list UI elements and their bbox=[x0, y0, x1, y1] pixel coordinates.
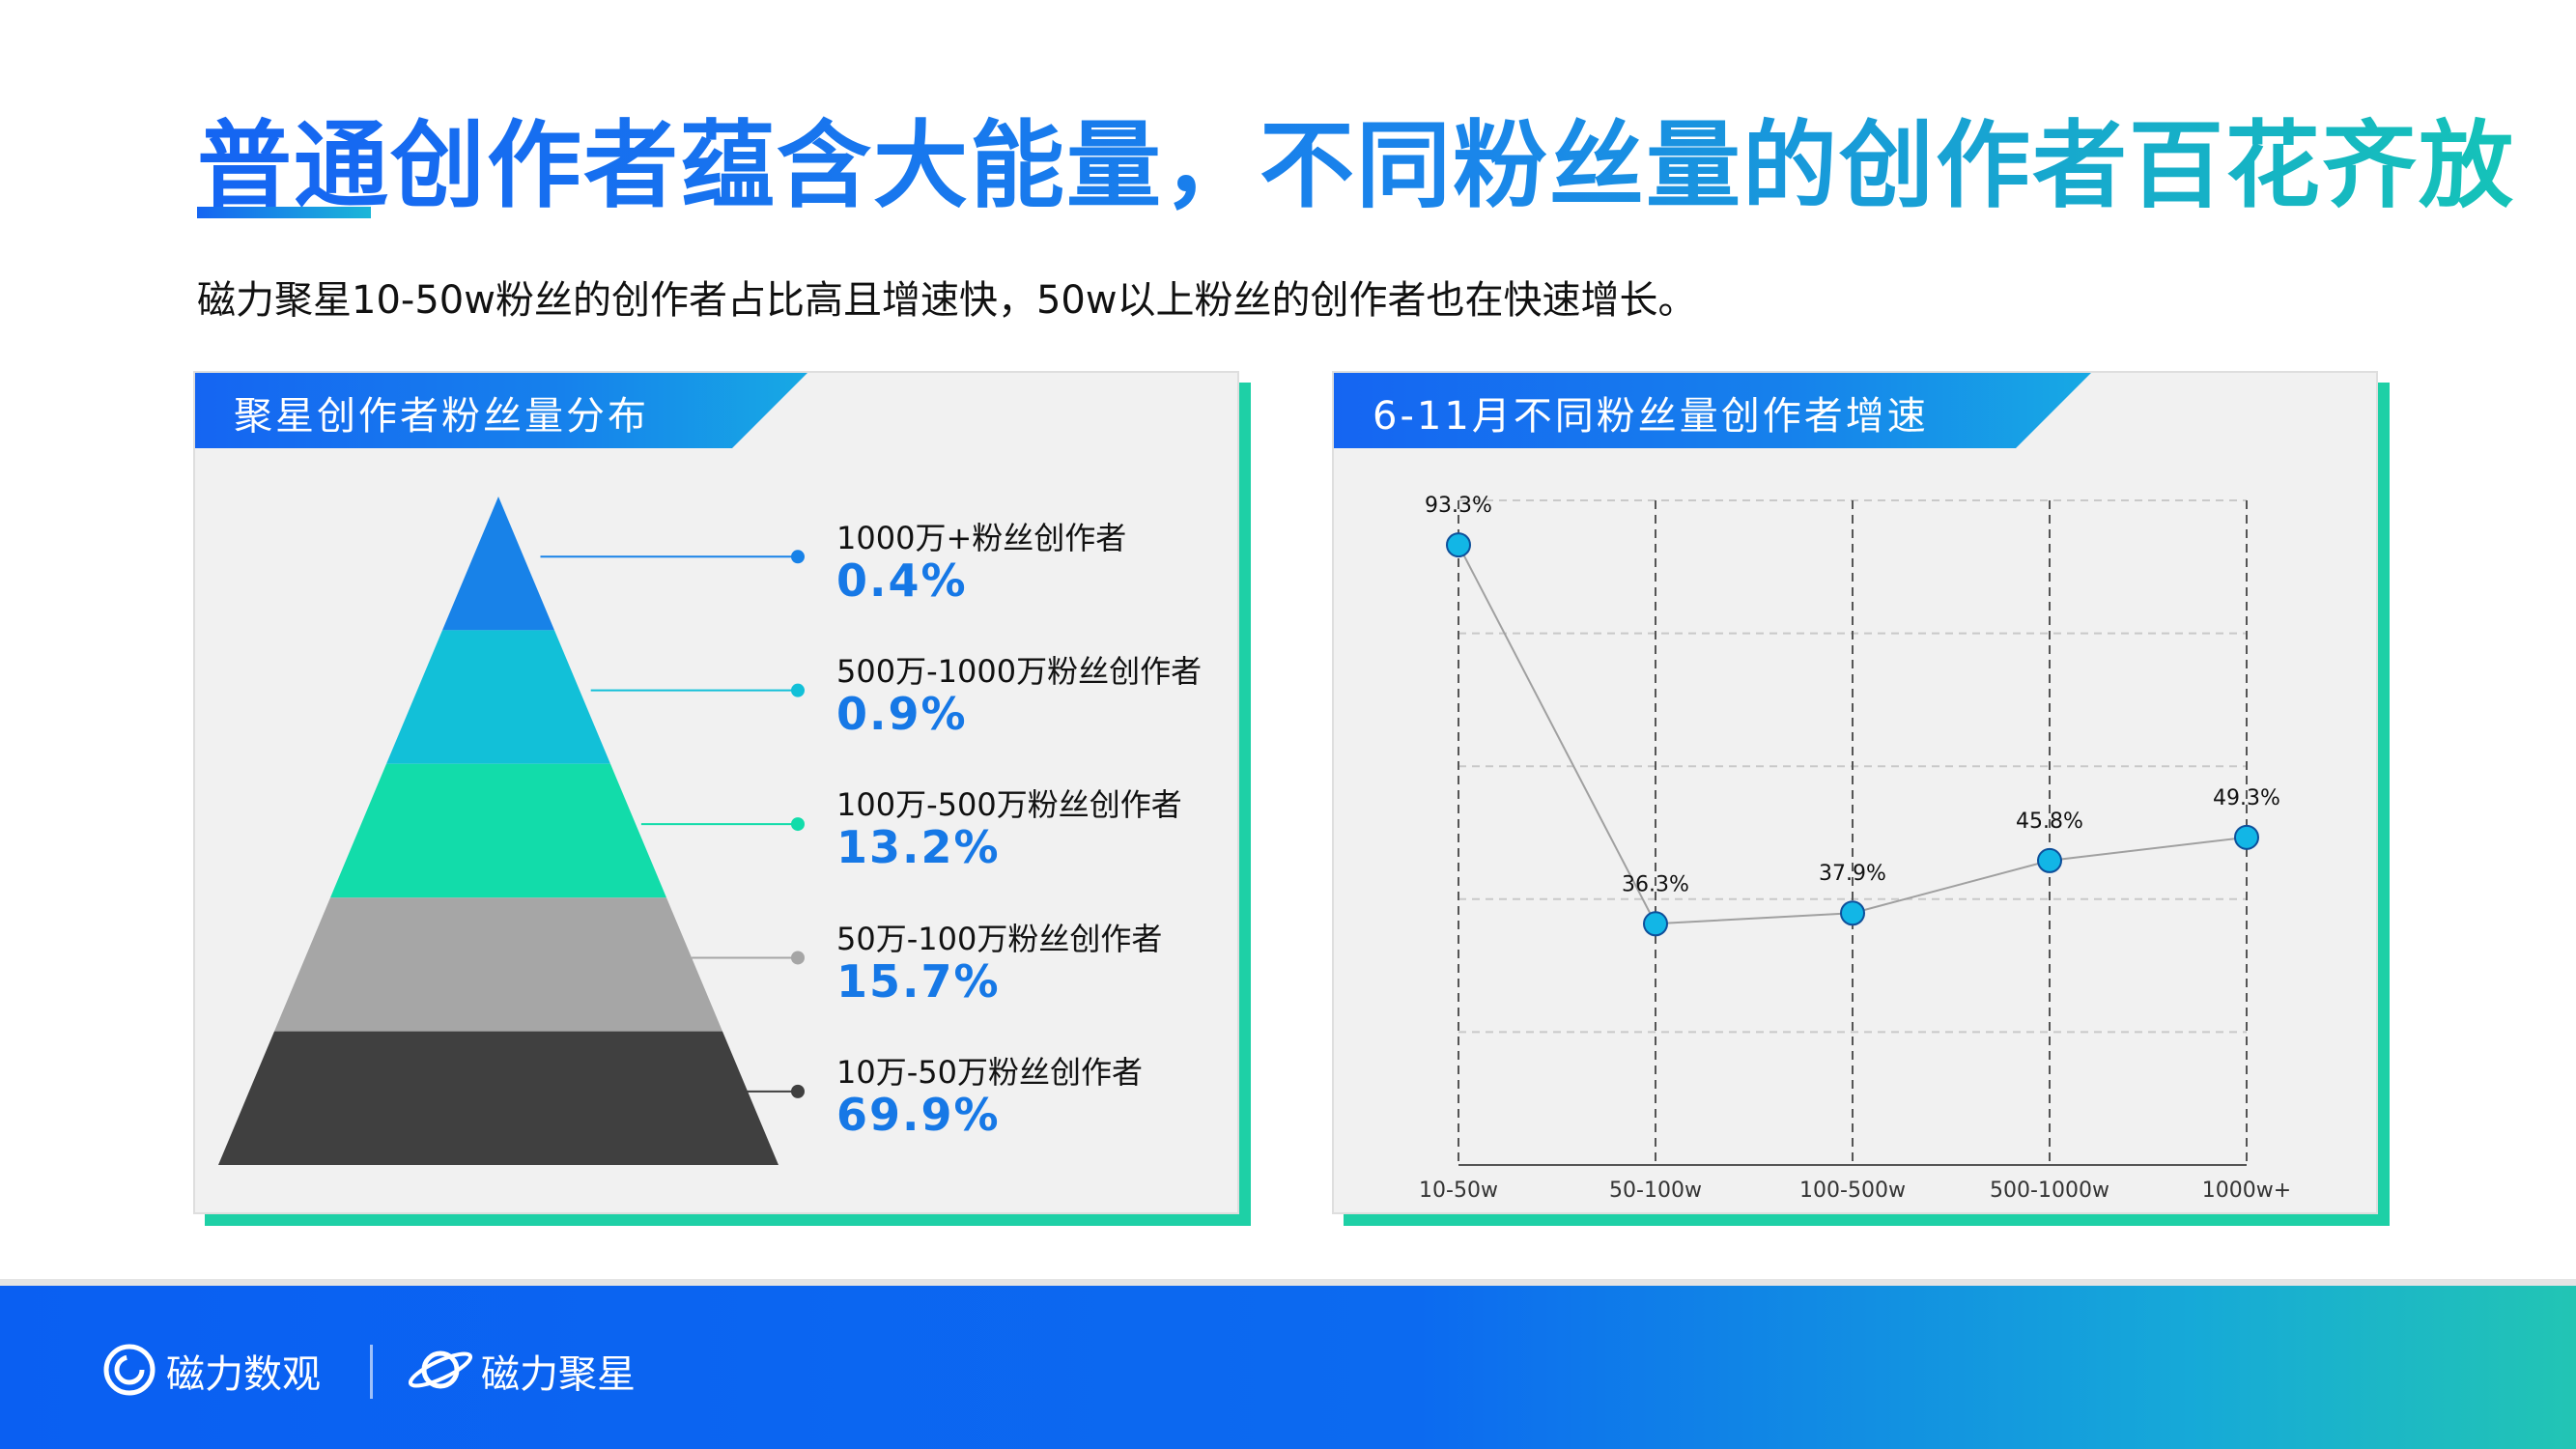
footer-divider bbox=[0, 1279, 2576, 1286]
left-panel-title: 聚星创作者粉丝量分布 bbox=[234, 394, 649, 439]
pyramid-value-label: 13.2% bbox=[836, 821, 1001, 873]
page-subtitle: 磁力聚星10-50w粉丝的创作者占比高且增速快，50w以上粉丝的创作者也在快速增… bbox=[197, 278, 1697, 323]
pyramid-category-label: 500万-1000万粉丝创作者 bbox=[836, 653, 1203, 690]
footer-bar bbox=[0, 1286, 2576, 1449]
pyramid-value-label: 69.9% bbox=[836, 1089, 1001, 1141]
right-panel-header: 6-11月不同粉丝量创作者增速 bbox=[1334, 373, 2091, 448]
page-title: 普通创作者蕴含大能量，不同粉丝量的创作者百花齐放 bbox=[197, 89, 2515, 226]
pyramid-category-label: 100万-500万粉丝创作者 bbox=[836, 786, 1182, 823]
left-panel-header: 聚星创作者粉丝量分布 bbox=[195, 373, 807, 448]
footer-brand-2: 磁力聚星 bbox=[481, 1352, 636, 1397]
pyramid-category-label: 10万-50万粉丝创作者 bbox=[836, 1054, 1143, 1091]
footer-separator bbox=[370, 1345, 373, 1399]
pyramid-value-label: 0.9% bbox=[836, 688, 968, 740]
footer-brand-1: 磁力数观 bbox=[166, 1352, 321, 1397]
cili-juxing-logo-icon bbox=[408, 1350, 473, 1389]
pyramid-category-label: 50万-100万粉丝创作者 bbox=[836, 921, 1163, 957]
title-underline bbox=[197, 207, 371, 218]
cili-shuguan-logo-icon bbox=[103, 1344, 156, 1396]
pyramid-category-label: 1000万+粉丝创作者 bbox=[836, 520, 1127, 556]
pyramid-value-label: 0.4% bbox=[836, 554, 968, 607]
right-panel-title: 6-11月不同粉丝量创作者增速 bbox=[1373, 394, 1929, 439]
right-panel: 6-11月不同粉丝量创作者增速 bbox=[1332, 371, 2378, 1214]
pyramid-value-label: 15.7% bbox=[836, 955, 1001, 1008]
